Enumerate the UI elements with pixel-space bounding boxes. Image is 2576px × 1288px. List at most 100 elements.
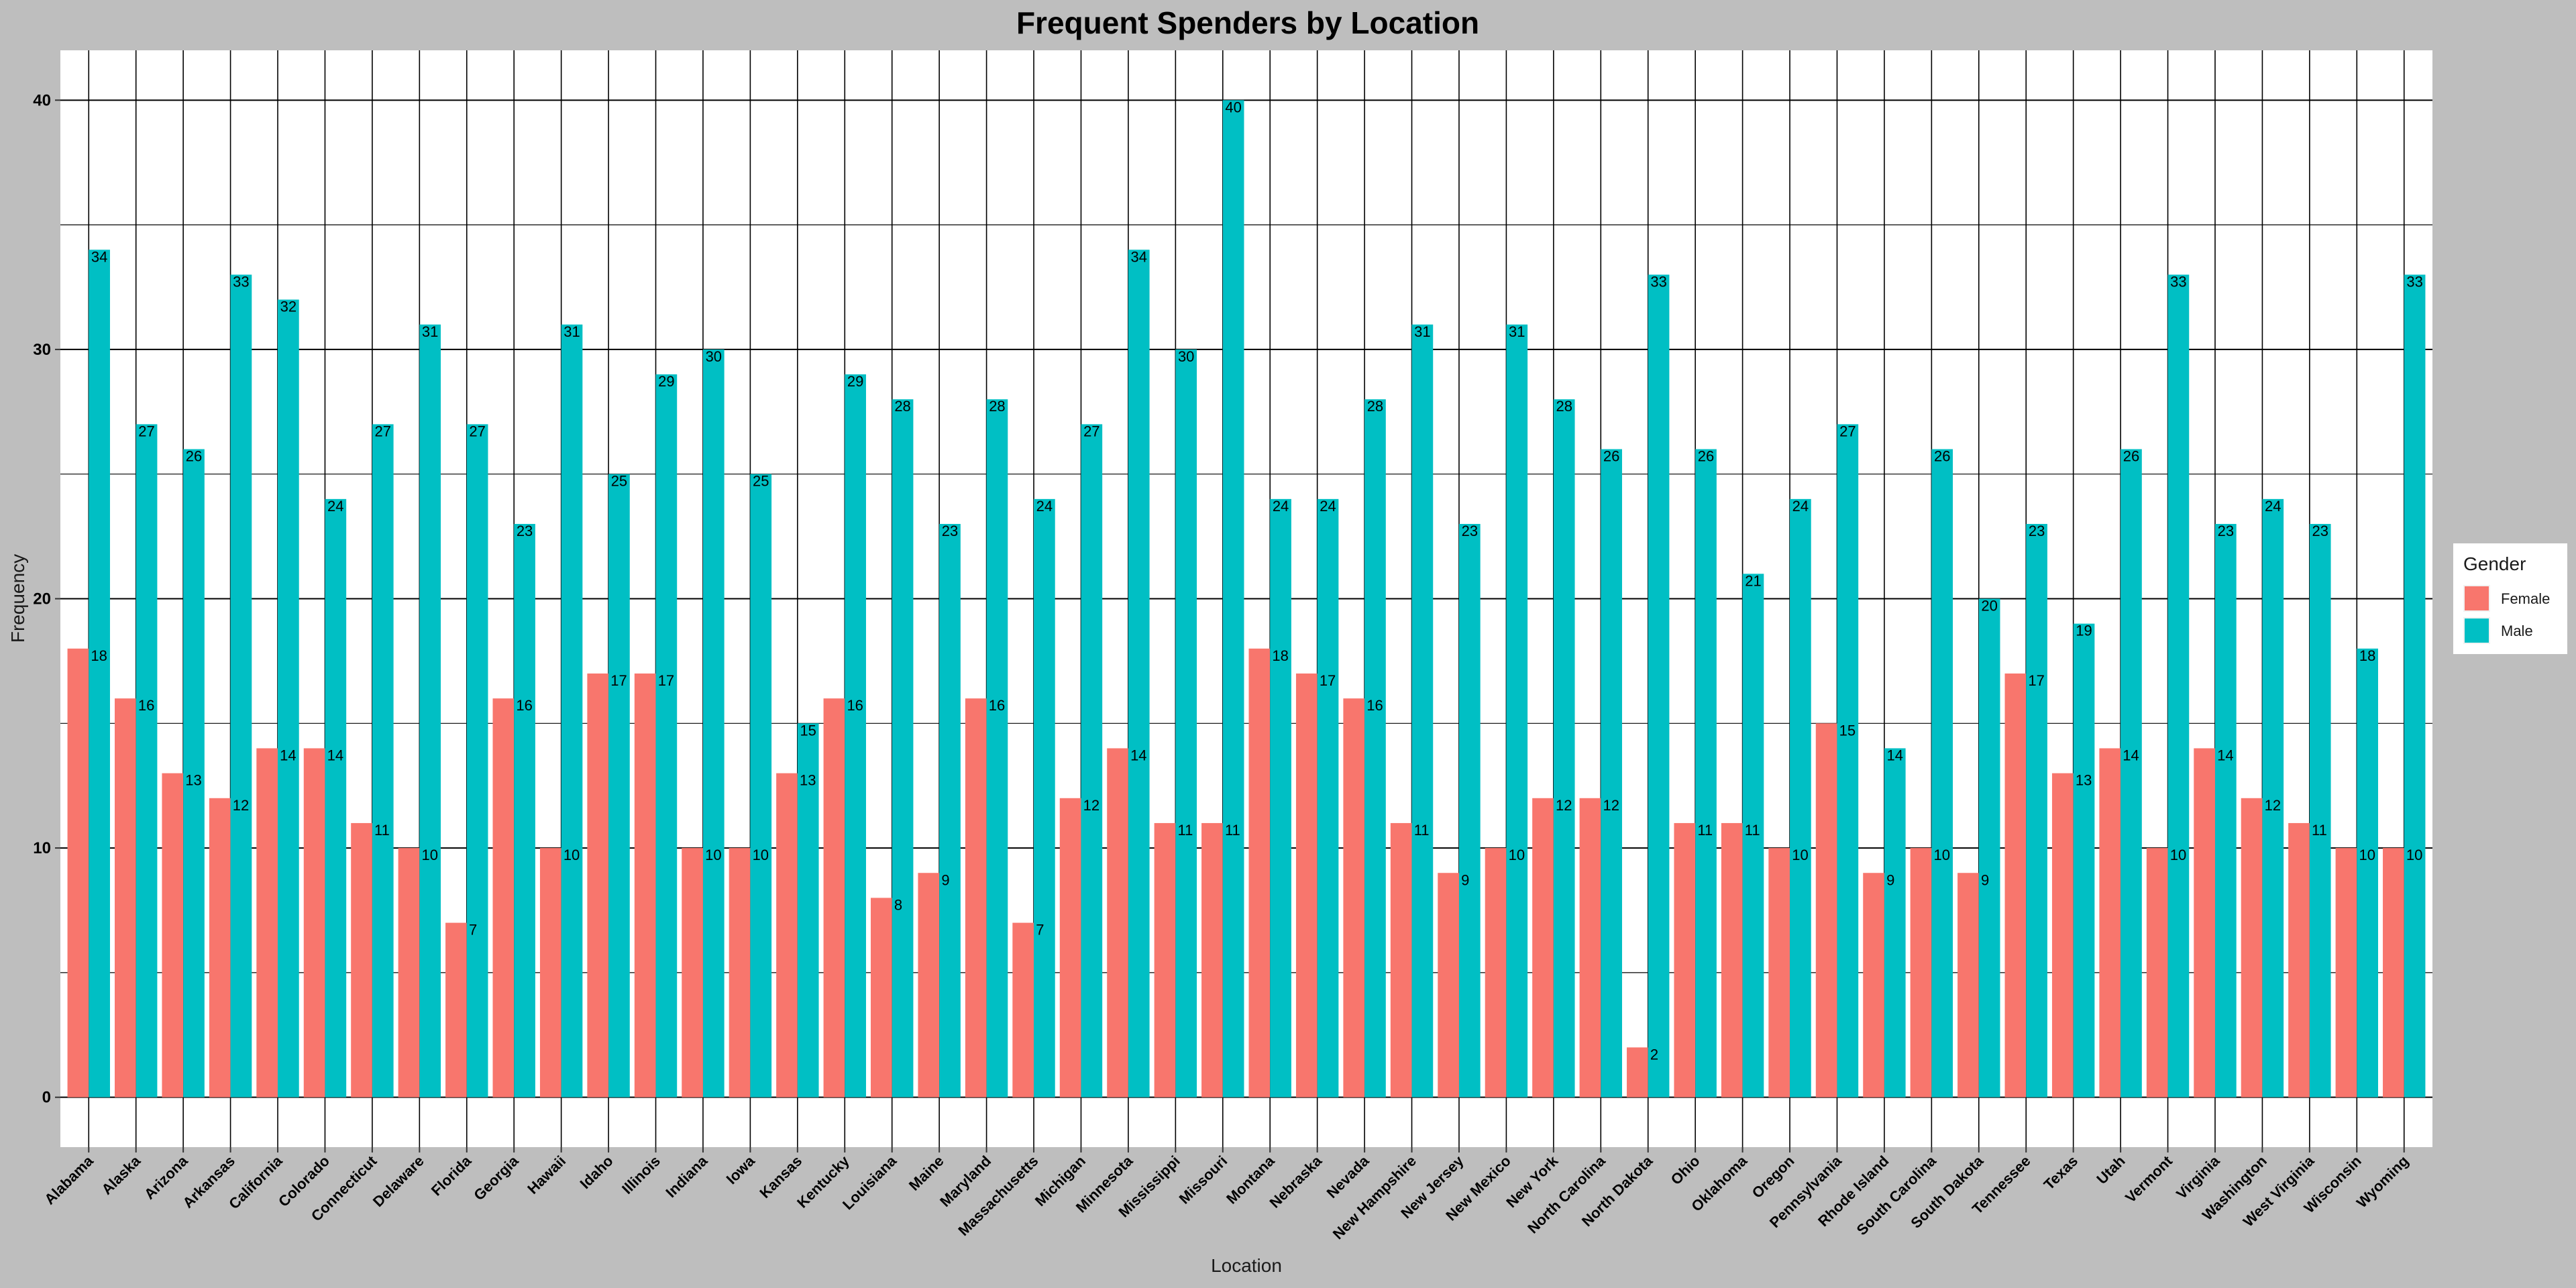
data-label-female: 11 <box>1414 822 1430 839</box>
bar-male <box>1790 498 1811 1097</box>
bar-male <box>2167 274 2190 1097</box>
data-label-female: 12 <box>233 797 249 814</box>
data-label-male: 21 <box>1745 572 1761 589</box>
bar-female <box>162 773 184 1097</box>
bars <box>67 100 2426 1097</box>
bar-female <box>1768 848 1790 1097</box>
data-label-male: 23 <box>942 523 958 539</box>
bar-male <box>325 498 347 1097</box>
data-label-female: 18 <box>1272 647 1288 664</box>
bar-female <box>67 648 89 1097</box>
bar-female <box>2099 748 2121 1097</box>
data-label-male: 34 <box>91 248 107 265</box>
bar-female <box>682 848 703 1097</box>
data-label-female: 12 <box>1556 797 1572 814</box>
data-label-female: 18 <box>91 647 107 664</box>
data-label-female: 16 <box>138 697 154 714</box>
data-label-female: 17 <box>2028 672 2044 689</box>
bar-male <box>797 723 819 1097</box>
data-label-male: 24 <box>1036 498 1053 515</box>
bar-female <box>1438 873 1459 1097</box>
bar-female <box>492 698 515 1097</box>
bar-male <box>1364 399 1386 1097</box>
bar-male <box>2357 648 2378 1097</box>
data-label-female: 9 <box>1981 871 1989 888</box>
legend: Gender Female Male <box>2453 543 2567 654</box>
x-axis-title: Location <box>1211 1255 1282 1276</box>
y-tick-label: 30 <box>33 341 51 359</box>
bar-female <box>1910 848 1932 1097</box>
data-label-female: 10 <box>705 847 721 863</box>
bar-male <box>514 524 535 1097</box>
data-label-female: 11 <box>1745 822 1760 839</box>
data-label-female: 7 <box>1036 922 1044 938</box>
bar-female <box>587 673 609 1097</box>
bar-female <box>918 873 940 1097</box>
data-label-male: 27 <box>374 423 390 439</box>
data-label-female: 13 <box>185 772 201 789</box>
bar-male <box>1837 424 1859 1097</box>
data-label-female: 7 <box>469 922 477 938</box>
data-label-female: 16 <box>1366 697 1383 714</box>
bar-female <box>2004 673 2027 1097</box>
bar-female <box>1579 798 1601 1097</box>
data-label-male: 29 <box>658 373 674 390</box>
data-label-male: 28 <box>1556 398 1572 415</box>
data-label-female: 16 <box>989 697 1005 714</box>
bar-male <box>1222 100 1244 1097</box>
data-label-female: 10 <box>753 847 769 863</box>
bar-male <box>986 399 1008 1097</box>
data-label-female: 14 <box>1130 747 1146 763</box>
data-label-female: 11 <box>1178 822 1193 839</box>
data-label-female: 15 <box>1839 722 1856 739</box>
data-label-female: 17 <box>1320 672 1336 689</box>
data-label-male: 26 <box>1603 448 1619 465</box>
legend-label-female: Female <box>2501 590 2550 607</box>
data-label-female: 11 <box>2312 822 2327 839</box>
bar-male <box>1931 449 1953 1097</box>
data-label-male: 28 <box>894 398 910 415</box>
data-label-female: 14 <box>280 747 296 763</box>
y-tick-label: 40 <box>33 91 51 109</box>
data-label-female: 17 <box>658 672 674 689</box>
bar-female <box>965 698 987 1097</box>
bar-male <box>2121 449 2142 1097</box>
bar-male <box>1978 598 2000 1097</box>
data-label-male: 23 <box>1462 523 1478 539</box>
data-label-male: 19 <box>2076 623 2092 639</box>
data-label-female: 11 <box>1697 822 1713 839</box>
data-label-male: 27 <box>1083 423 1099 439</box>
data-label-male: 23 <box>2029 523 2045 539</box>
bar-female <box>1012 922 1034 1097</box>
data-label-male: 33 <box>1650 273 1666 290</box>
bar-female <box>539 848 561 1097</box>
bar-female <box>634 673 656 1097</box>
data-label-male: 29 <box>847 373 863 390</box>
legend-label-male: Male <box>2501 623 2533 639</box>
bar-female <box>1107 748 1128 1097</box>
bar-male <box>702 349 724 1097</box>
data-label-female: 16 <box>516 697 532 714</box>
data-label-female: 9 <box>1461 871 1469 888</box>
data-label-female: 10 <box>564 847 580 863</box>
data-label-male: 27 <box>469 423 485 439</box>
bar-male <box>1742 574 1764 1097</box>
data-label-male: 23 <box>2218 523 2234 539</box>
y-axis-title: Frequency <box>7 554 28 643</box>
data-label-male: 33 <box>2170 273 2186 290</box>
bar-female <box>823 698 845 1097</box>
data-label-female: 8 <box>894 896 902 913</box>
data-label-female: 16 <box>847 697 863 714</box>
data-label-female: 9 <box>1886 871 1894 888</box>
data-label-female: 11 <box>1225 822 1240 839</box>
chart-title: Frequent Spenders by Location <box>1016 5 1479 40</box>
y-tick-label: 10 <box>33 839 51 857</box>
legend-swatch-male <box>2465 619 2489 643</box>
bar-female <box>1815 723 1837 1097</box>
y-tick-label: 0 <box>42 1089 51 1107</box>
data-label-female: 14 <box>2217 747 2233 763</box>
bar-female <box>256 748 278 1097</box>
data-label-male: 23 <box>2312 523 2328 539</box>
bar-female <box>1201 822 1223 1097</box>
